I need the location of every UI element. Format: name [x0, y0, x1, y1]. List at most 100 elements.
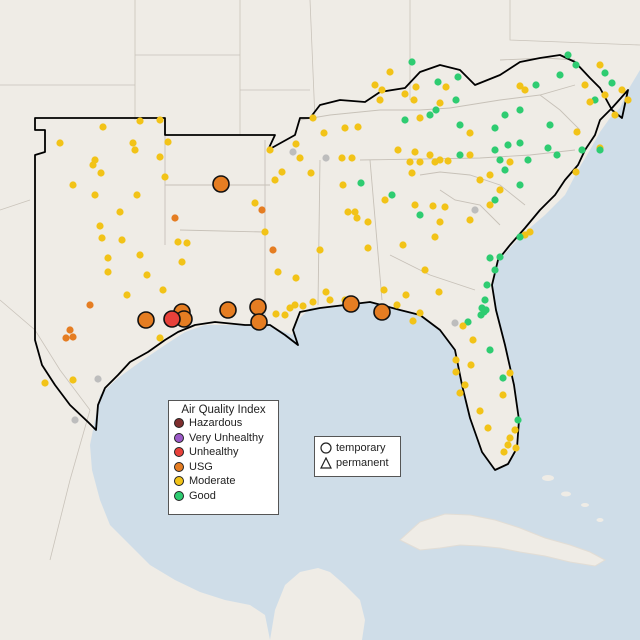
monitor-site[interactable] [161, 173, 169, 181]
monitor-site[interactable] [499, 374, 507, 382]
monitor-site[interactable] [512, 444, 520, 452]
monitor-site[interactable] [364, 244, 372, 252]
monitor-site[interactable] [320, 129, 328, 137]
monitor-site-large[interactable] [219, 301, 237, 319]
monitor-site[interactable] [416, 211, 424, 219]
monitor-site[interactable] [521, 86, 529, 94]
monitor-site[interactable] [258, 206, 266, 214]
monitor-site[interactable] [69, 181, 77, 189]
monitor-site[interactable] [326, 296, 334, 304]
monitor-site[interactable] [416, 114, 424, 122]
monitor-site[interactable] [292, 274, 300, 282]
monitor-site-large[interactable] [212, 175, 230, 193]
monitor-site[interactable] [444, 157, 452, 165]
monitor-site[interactable] [104, 254, 112, 262]
monitor-site[interactable] [572, 168, 580, 176]
monitor-site[interactable] [482, 306, 490, 314]
monitor-site[interactable] [381, 196, 389, 204]
monitor-site-large[interactable] [250, 313, 268, 331]
monitor-site[interactable] [156, 334, 164, 342]
monitor-site[interactable] [476, 407, 484, 415]
monitor-site[interactable] [292, 140, 300, 148]
monitor-site[interactable] [309, 298, 317, 306]
monitor-site[interactable] [436, 218, 444, 226]
monitor-site[interactable] [89, 161, 97, 169]
monitor-site[interactable] [516, 233, 524, 241]
monitor-site[interactable] [348, 154, 356, 162]
monitor-site[interactable] [496, 253, 504, 261]
monitor-sites[interactable] [41, 51, 632, 456]
monitor-site[interactable] [183, 239, 191, 247]
monitor-site[interactable] [99, 123, 107, 131]
monitor-site-large[interactable] [373, 303, 391, 321]
monitor-site[interactable] [491, 266, 499, 274]
monitor-site[interactable] [496, 186, 504, 194]
monitor-site[interactable] [573, 128, 581, 136]
monitor-site[interactable] [131, 146, 139, 154]
monitor-site[interactable] [459, 322, 467, 330]
monitor-site[interactable] [501, 166, 509, 174]
monitor-site[interactable] [456, 151, 464, 159]
monitor-site[interactable] [322, 288, 330, 296]
monitor-site[interactable] [467, 361, 475, 369]
monitor-site[interactable] [456, 389, 464, 397]
monitor-site[interactable] [416, 158, 424, 166]
monitor-site[interactable] [281, 311, 289, 319]
monitor-site[interactable] [506, 434, 514, 442]
monitor-site[interactable] [506, 369, 514, 377]
monitor-site[interactable] [296, 154, 304, 162]
monitor-site[interactable] [159, 286, 167, 294]
monitor-site[interactable] [97, 169, 105, 177]
monitor-site[interactable] [491, 146, 499, 154]
monitor-site[interactable] [408, 169, 416, 177]
monitor-site[interactable] [410, 96, 418, 104]
monitor-site[interactable] [514, 416, 522, 424]
monitor-site[interactable] [516, 139, 524, 147]
monitor-site[interactable] [486, 171, 494, 179]
monitor-site[interactable] [435, 288, 443, 296]
monitor-site[interactable] [471, 206, 479, 214]
monitor-site[interactable] [129, 139, 137, 147]
monitor-site[interactable] [378, 86, 386, 94]
monitor-site[interactable] [86, 301, 94, 309]
monitor-site[interactable] [436, 156, 444, 164]
monitor-site[interactable] [516, 82, 524, 90]
monitor-site[interactable] [56, 139, 64, 147]
monitor-site[interactable] [484, 424, 492, 432]
monitor-site[interactable] [461, 381, 469, 389]
monitor-site[interactable] [524, 156, 532, 164]
monitor-site-large[interactable] [137, 311, 155, 329]
monitor-site[interactable] [486, 346, 494, 354]
monitor-site[interactable] [278, 168, 286, 176]
monitor-site[interactable] [309, 114, 317, 122]
monitor-site[interactable] [434, 78, 442, 86]
monitor-site[interactable] [477, 311, 485, 319]
monitor-site[interactable] [544, 144, 552, 152]
monitor-site[interactable] [41, 379, 49, 387]
monitor-site[interactable] [452, 356, 460, 364]
monitor-site[interactable] [269, 246, 277, 254]
monitor-site[interactable] [376, 96, 384, 104]
monitor-site[interactable] [386, 68, 394, 76]
monitor-site[interactable] [491, 124, 499, 132]
monitor-site[interactable] [464, 318, 472, 326]
monitor-site[interactable] [364, 218, 372, 226]
monitor-site[interactable] [171, 214, 179, 222]
monitor-site[interactable] [483, 281, 491, 289]
monitor-site[interactable] [69, 333, 77, 341]
monitor-site[interactable] [394, 146, 402, 154]
monitor-site[interactable] [466, 216, 474, 224]
monitor-site[interactable] [402, 291, 410, 299]
monitor-site[interactable] [501, 111, 509, 119]
monitor-site[interactable] [271, 176, 279, 184]
monitor-site[interactable] [581, 81, 589, 89]
monitor-site[interactable] [322, 154, 330, 162]
monitor-site[interactable] [266, 146, 274, 154]
monitor-site[interactable] [136, 251, 144, 259]
monitor-site[interactable] [272, 310, 280, 318]
monitor-site[interactable] [526, 228, 534, 236]
monitor-site[interactable] [353, 214, 361, 222]
monitor-site[interactable] [454, 73, 462, 81]
monitor-site[interactable] [251, 199, 259, 207]
